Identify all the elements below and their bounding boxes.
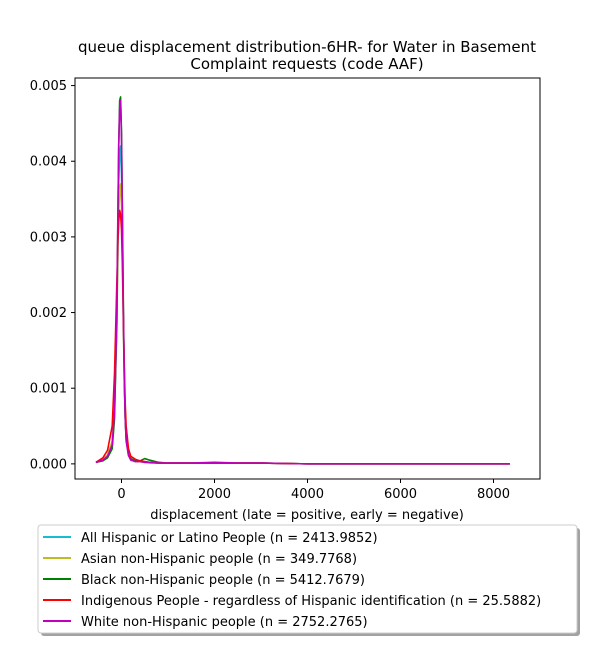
x-tick-label: 4000 — [291, 487, 324, 502]
y-tick-label: 0.000 — [30, 457, 67, 472]
legend-items: All Hispanic or Latino People (n = 2413.… — [43, 531, 541, 630]
y-tick-label: 0.003 — [30, 230, 67, 245]
x-tick-label: 6000 — [384, 487, 417, 502]
y-axis: 0.000 0.001 0.002 0.003 0.004 0.005 — [30, 79, 75, 472]
plot-area — [74, 77, 541, 480]
y-tick-label: 0.004 — [30, 155, 67, 170]
x-axis: 0 2000 4000 6000 8000 — [117, 479, 510, 502]
legend-label: Indigenous People - regardless of Hispan… — [81, 594, 541, 609]
legend: All Hispanic or Latino People (n = 2413.… — [37, 524, 580, 636]
legend-label: White non-Hispanic people (n = 2752.2765… — [81, 615, 368, 630]
x-tick-label: 2000 — [198, 487, 231, 502]
x-tick-label: 8000 — [477, 487, 510, 502]
x-axis-label: displacement (late = positive, early = n… — [150, 508, 464, 523]
y-tick-label: 0.002 — [30, 306, 67, 321]
x-tick-label: 0 — [117, 487, 125, 502]
y-tick-label: 0.005 — [30, 79, 67, 94]
chart-title-line-2: Complaint requests (code AAF) — [190, 55, 423, 73]
legend-label: Asian non-Hispanic people (n = 349.7768) — [81, 552, 357, 567]
y-tick-label: 0.001 — [30, 382, 67, 397]
series-group — [95, 96, 510, 465]
legend-label: All Hispanic or Latino People (n = 2413.… — [81, 531, 378, 546]
series-line-4 — [95, 99, 510, 465]
legend-box — [37, 524, 578, 634]
chart-title-line-1: queue displacement distribution-6HR- for… — [78, 38, 536, 56]
legend-label: Black non-Hispanic people (n = 5412.7679… — [81, 573, 365, 588]
